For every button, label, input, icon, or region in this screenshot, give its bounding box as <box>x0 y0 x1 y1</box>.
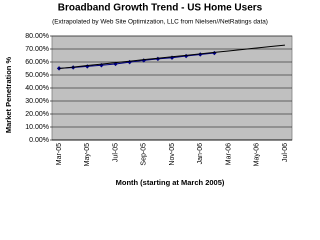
y-axis-title: Market Penetration % <box>4 57 13 134</box>
x-tick-label: Jul-05 <box>112 143 119 162</box>
y-tick-label: 0.00% <box>29 137 49 144</box>
x-tick-label: Jan-06 <box>197 143 204 165</box>
series-line <box>59 52 215 69</box>
x-tick-label: May-05 <box>84 143 91 166</box>
y-tick-label: 10.00% <box>25 124 49 131</box>
x-tick-label: Jul-06 <box>282 143 289 162</box>
y-tick-label: 60.00% <box>25 59 49 66</box>
data-marker <box>169 55 175 60</box>
chart-subtitle: (Extrapolated by Web Site Optimization, … <box>52 19 268 26</box>
x-tick-label: May-06 <box>254 143 261 166</box>
x-tick-label: Sep-05 <box>141 143 148 166</box>
y-tick-label: 40.00% <box>25 85 49 92</box>
x-tick-label: Mar-05 <box>56 143 63 165</box>
y-tick-label: 50.00% <box>25 72 49 79</box>
data-marker <box>198 52 203 57</box>
x-tick-label: Mar-06 <box>225 143 232 165</box>
y-tick-label: 20.00% <box>25 111 49 118</box>
x-axis-title: Month (starting at March 2005) <box>116 178 225 187</box>
data-marker <box>183 53 189 59</box>
x-tick-label: Nov-05 <box>169 143 176 166</box>
series-line <box>59 44 285 69</box>
y-tick-label: 70.00% <box>25 46 49 53</box>
chart-title: Broadband Growth Trend - US Home Users <box>58 3 263 14</box>
y-tick-label: 30.00% <box>25 98 49 105</box>
chart: Broadband Growth Trend - US Home Users (… <box>4 3 293 187</box>
y-tick-label: 80.00% <box>25 33 49 40</box>
data-marker <box>141 58 146 63</box>
data-marker <box>155 56 161 62</box>
data-marker <box>113 61 118 67</box>
